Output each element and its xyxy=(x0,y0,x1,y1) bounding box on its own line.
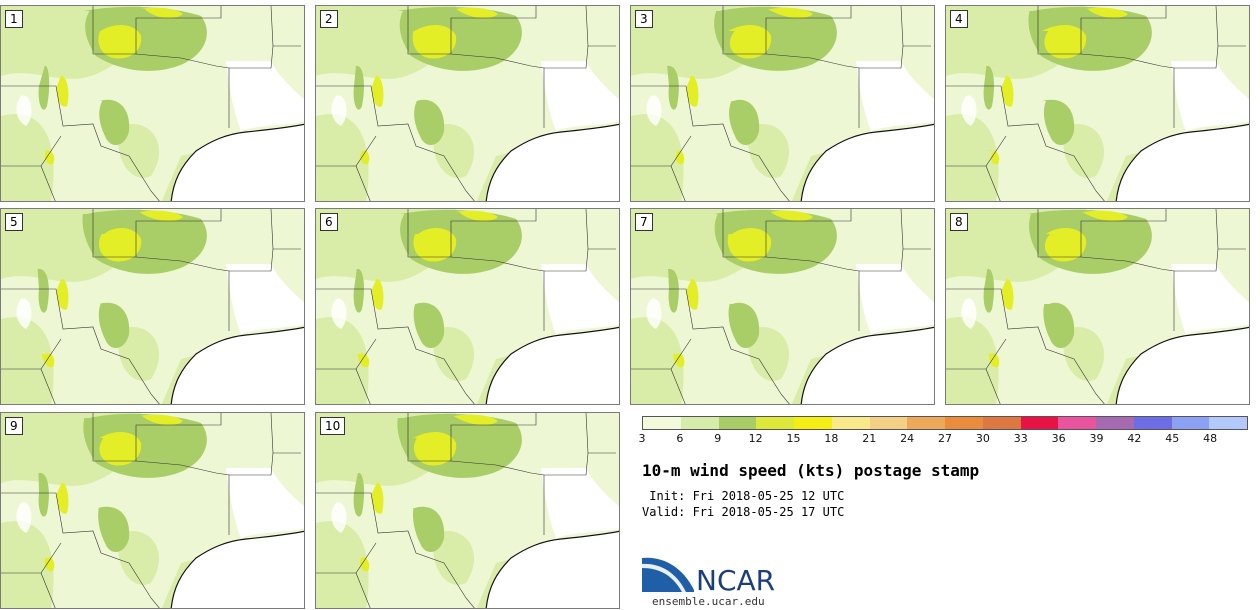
colorbar-tick-label: 30 xyxy=(975,432,990,445)
ncar-wordmark: NCAR xyxy=(696,564,776,597)
colorbar-swatch xyxy=(945,417,983,429)
wind-speed-colorbar xyxy=(642,416,1248,430)
wind-speed-map xyxy=(946,6,1249,201)
ensemble-member-panel: 7 xyxy=(630,208,935,405)
colorbar-swatch xyxy=(718,417,757,429)
valid-time: Valid: Fri 2018-05-25 17 UTC xyxy=(642,505,845,519)
colorbar-swatch xyxy=(982,417,1021,429)
member-number-label: 2 xyxy=(320,10,338,28)
colorbar-tick-label: 9 xyxy=(714,432,722,445)
colorbar-swatch xyxy=(907,417,945,429)
wind-speed-map xyxy=(946,209,1249,404)
colorbar-tick-label: 24 xyxy=(900,432,915,445)
colorbar-swatch xyxy=(756,417,794,429)
colorbar-tick-label: 12 xyxy=(748,432,763,445)
wind-speed-map xyxy=(631,6,934,201)
ensemble-member-panel: 2 xyxy=(315,5,620,202)
colorbar-swatch xyxy=(1020,417,1059,429)
colorbar-swatch xyxy=(1058,417,1096,429)
colorbar-swatch xyxy=(1133,417,1172,429)
ensemble-member-panel: 8 xyxy=(945,208,1250,405)
colorbar-swatch xyxy=(680,417,719,429)
colorbar-tick-label: 3 xyxy=(638,432,646,445)
colorbar-tick-label: 15 xyxy=(786,432,801,445)
ensemble-member-panel: 9 xyxy=(0,412,305,609)
colorbar-swatch xyxy=(1209,417,1247,429)
colorbar-tick-label: 42 xyxy=(1127,432,1142,445)
ensemble-member-panel: 4 xyxy=(945,5,1250,202)
wind-speed-map xyxy=(316,6,619,201)
colorbar-tick-label: 39 xyxy=(1089,432,1104,445)
ensemble-member-panel: 6 xyxy=(315,208,620,405)
logo-url: ensemble.ucar.edu xyxy=(652,595,765,608)
colorbar-tick-label: 6 xyxy=(676,432,684,445)
colorbar-tick-label: 27 xyxy=(938,432,952,445)
colorbar-ticks: 3 6 9 12 15 18 21 24 27 30 33 36 39 42 45 48 xyxy=(638,432,1248,446)
colorbar-swatch xyxy=(643,417,681,429)
wind-speed-map xyxy=(1,209,304,404)
ncar-logo-icon xyxy=(642,557,694,592)
colorbar-tick-label: 18 xyxy=(824,432,839,445)
wind-speed-map xyxy=(1,6,304,201)
wind-speed-map xyxy=(316,209,619,404)
member-number-label: 8 xyxy=(950,213,968,231)
colorbar-tick-label: 48 xyxy=(1203,432,1218,445)
ensemble-member-panel: 3 xyxy=(630,5,935,202)
figure-title: 10-m wind speed (kts) postage stamp xyxy=(642,461,980,480)
member-number-label: 1 xyxy=(5,10,23,28)
member-number-label: 3 xyxy=(635,10,653,28)
wind-speed-map xyxy=(316,413,619,608)
member-number-label: 10 xyxy=(320,417,346,435)
member-number-label: 4 xyxy=(950,10,968,28)
member-number-label: 9 xyxy=(5,417,23,435)
wind-speed-map xyxy=(1,413,304,608)
colorbar-swatch xyxy=(794,417,832,429)
colorbar-swatch xyxy=(1096,417,1134,429)
member-number-label: 6 xyxy=(320,213,338,231)
wind-speed-map xyxy=(631,209,934,404)
colorbar-tick-label: 45 xyxy=(1165,432,1180,445)
member-number-label: 5 xyxy=(5,213,23,231)
ensemble-member-panel: 5 xyxy=(0,208,305,405)
colorbar-swatch xyxy=(1171,417,1210,429)
colorbar-swatch xyxy=(869,417,908,429)
colorbar-tick-label: 33 xyxy=(1013,432,1028,445)
ensemble-member-panel: 1 xyxy=(0,5,305,202)
init-time: Init: Fri 2018-05-25 12 UTC xyxy=(642,489,845,503)
ensemble-member-panel: 10 xyxy=(315,412,620,609)
colorbar-swatch xyxy=(831,417,870,429)
colorbar-tick-label: 21 xyxy=(862,432,877,445)
colorbar-tick-label: 36 xyxy=(1051,432,1066,445)
member-number-label: 7 xyxy=(635,213,653,231)
